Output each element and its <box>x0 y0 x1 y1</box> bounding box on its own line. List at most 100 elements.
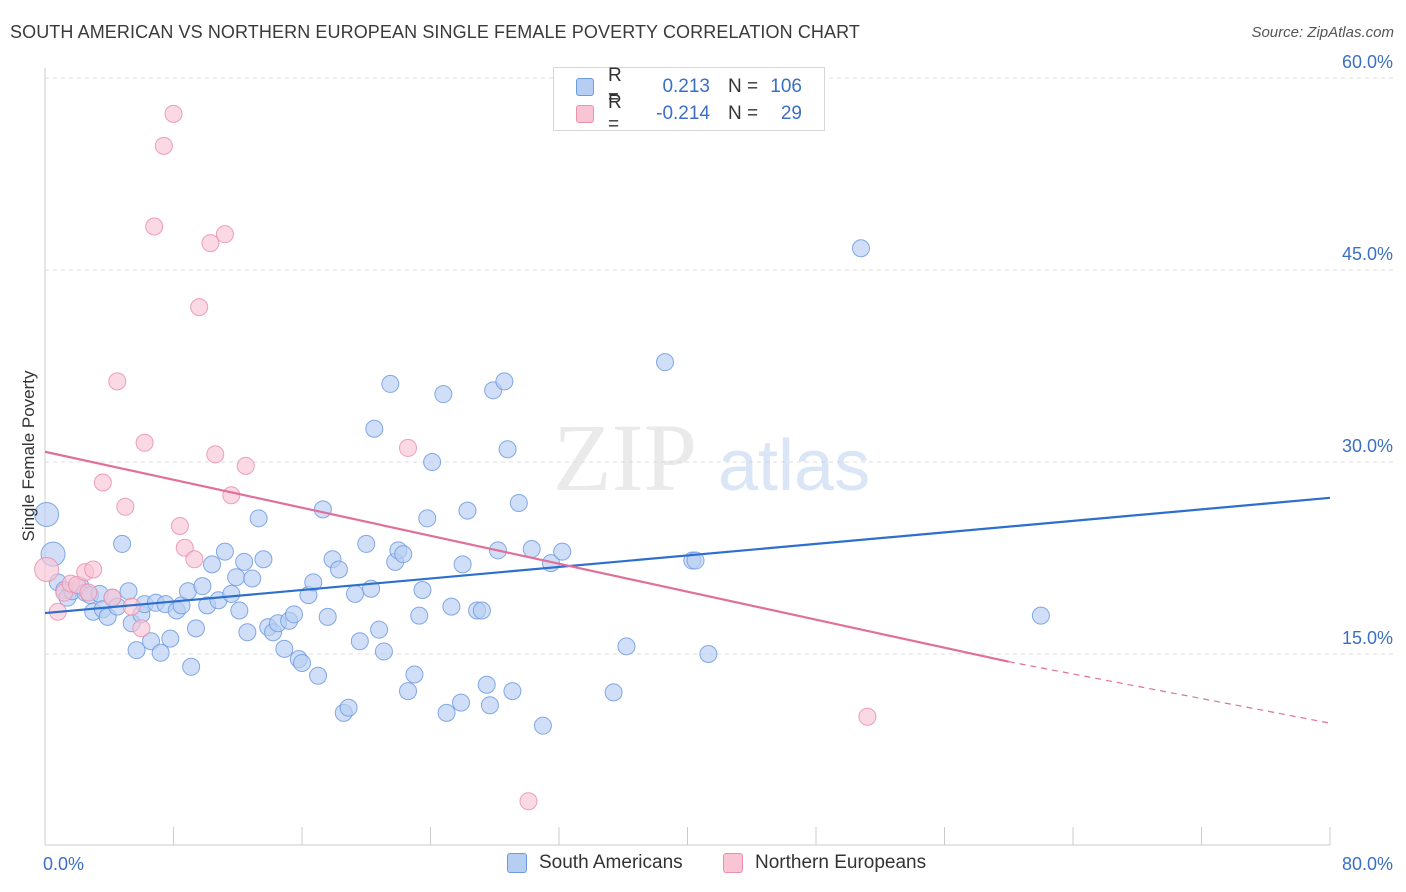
y-tick-label: 45.0% <box>1342 244 1393 264</box>
series-northern-europeans <box>34 104 877 811</box>
legend-r-label: R = <box>608 92 622 135</box>
data-point <box>434 385 453 404</box>
correlation-legend: R = 0.213 N = 106 R = -0.214 N = 29 <box>553 65 825 135</box>
y-axis-label: Single Female Poverty <box>19 370 38 542</box>
data-point <box>243 569 262 588</box>
data-point <box>533 716 552 735</box>
data-point <box>519 792 538 811</box>
legend-item-northern-europeans: Northern Europeans <box>723 852 926 874</box>
legend-label: South Americans <box>539 852 683 873</box>
data-point <box>437 703 456 722</box>
data-point <box>522 540 541 559</box>
legend-r-label: R = <box>608 65 622 108</box>
y-tick-label: 15.0% <box>1342 628 1393 648</box>
data-point <box>374 642 393 661</box>
data-point <box>458 501 477 520</box>
data-point <box>339 698 358 717</box>
data-point <box>399 438 418 457</box>
data-point <box>553 542 572 561</box>
data-point <box>418 509 437 528</box>
data-point <box>699 645 718 663</box>
data-point <box>453 555 472 574</box>
data-point <box>423 453 442 471</box>
data-point <box>236 456 255 475</box>
data-point <box>227 568 246 587</box>
data-point <box>480 696 499 715</box>
series-south-americans <box>34 239 1050 735</box>
data-point <box>185 550 204 569</box>
data-point <box>509 493 528 512</box>
data-point <box>249 509 268 528</box>
data-point <box>313 500 332 519</box>
watermark: ZIP atlas <box>553 404 870 511</box>
data-point <box>79 583 98 602</box>
data-point <box>170 517 189 535</box>
data-point <box>329 560 348 579</box>
data-point <box>851 239 870 258</box>
legend-n-label: N = <box>728 103 759 124</box>
data-point <box>127 641 146 660</box>
data-point <box>34 501 60 527</box>
data-point <box>413 581 432 599</box>
legend-swatch-blue <box>507 853 527 873</box>
legend-n-value: 106 <box>770 76 802 97</box>
data-point <box>164 104 183 123</box>
y-tick-label: 30.0% <box>1342 436 1393 456</box>
tick-labels: 15.0% 30.0% 45.0% 60.0% 0.0% 80.0% <box>43 52 1393 874</box>
legend-n-label: N = <box>728 76 759 97</box>
data-point <box>318 607 337 626</box>
data-point <box>222 584 241 603</box>
trend-line-south-americans <box>44 496 1331 615</box>
legend-r-value: -0.214 <box>656 103 710 124</box>
data-point <box>284 605 303 624</box>
watermark-atlas: atlas <box>718 426 870 506</box>
data-point <box>394 545 413 564</box>
data-point <box>304 573 323 592</box>
data-point <box>84 560 103 579</box>
data-point <box>119 582 138 601</box>
data-point <box>399 682 418 701</box>
data-point <box>132 619 151 638</box>
data-point <box>154 136 173 155</box>
data-point <box>254 550 273 569</box>
data-point <box>108 372 127 391</box>
legend-swatch-pink <box>723 853 743 873</box>
data-point <box>604 683 623 702</box>
data-point <box>410 606 429 625</box>
data-point <box>293 653 311 672</box>
data-point <box>151 643 170 662</box>
legend-swatch-blue <box>576 78 594 96</box>
data-point <box>215 542 234 561</box>
data-point <box>442 597 461 616</box>
trend-line-extension <box>1008 661 1331 724</box>
legend-row-northern-europeans: R = -0.214 N = 29 <box>576 92 802 135</box>
data-point <box>113 534 132 553</box>
data-point <box>182 657 201 676</box>
data-point <box>405 665 424 684</box>
data-point <box>235 552 254 571</box>
data-point <box>175 538 194 557</box>
y-tick-label: 60.0% <box>1342 52 1393 72</box>
data-point <box>686 551 705 570</box>
chart-source: Source: ZipAtlas.com <box>1251 24 1394 41</box>
x-tick-label: 0.0% <box>43 854 84 874</box>
trend-lines <box>44 450 1331 724</box>
data-point <box>275 639 294 658</box>
data-point <box>135 433 154 452</box>
data-point <box>495 372 514 391</box>
data-point <box>161 629 180 648</box>
x-tick-label: 80.0% <box>1342 854 1393 874</box>
data-point <box>357 534 376 553</box>
data-point <box>203 555 222 574</box>
data-point <box>215 225 234 244</box>
data-point <box>206 445 225 464</box>
legend-swatch-pink <box>576 105 594 123</box>
data-point <box>309 666 328 685</box>
data-point <box>498 440 517 459</box>
data-point <box>858 707 877 726</box>
data-point <box>34 557 60 583</box>
data-point <box>145 217 164 236</box>
axes <box>44 68 1331 846</box>
data-point <box>346 584 365 603</box>
